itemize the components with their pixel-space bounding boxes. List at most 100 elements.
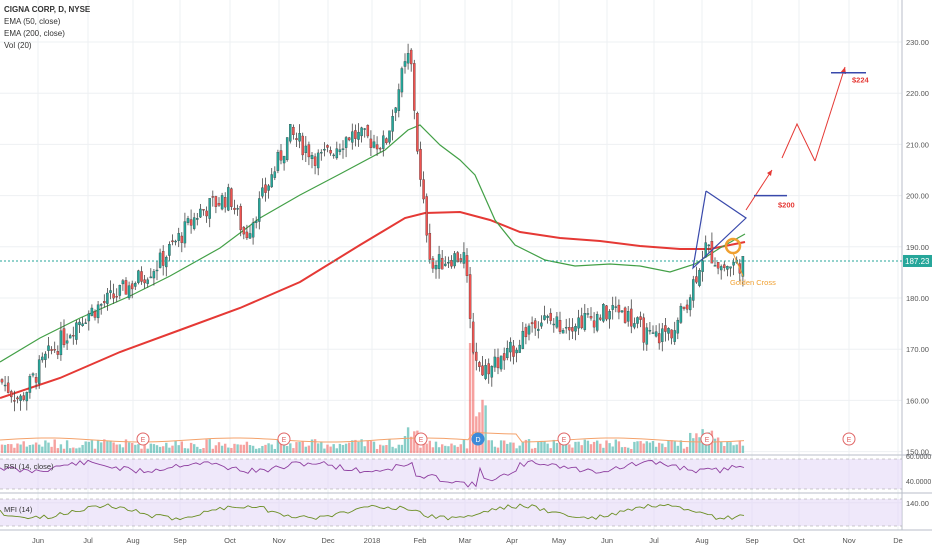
volume-bar-113 — [351, 440, 354, 453]
volume-bar-126 — [391, 446, 394, 453]
volume-bar-48 — [149, 443, 152, 453]
candle-32 — [99, 304, 103, 306]
volume-bar-131 — [406, 427, 410, 453]
candle-61 — [189, 219, 193, 226]
volume-bar-82 — [255, 448, 258, 453]
volume-bar-178 — [552, 439, 555, 453]
volume-bar-205 — [636, 441, 639, 453]
volume-bar-20 — [62, 448, 66, 453]
volume-bar-98 — [304, 446, 307, 453]
volume-bar-44 — [137, 444, 140, 453]
volume-bar-62 — [193, 444, 196, 453]
candle-97 — [301, 135, 304, 156]
volume-bar-121 — [375, 448, 379, 453]
volume-bar-73 — [227, 447, 230, 453]
candle-141 — [437, 254, 441, 269]
axes: 187.23 230.00 220.00 210.00 200.00 190.00 180.… — [0, 38, 932, 545]
candle-154 — [478, 362, 481, 367]
candle-85 — [264, 184, 267, 193]
volume-bar-222 — [689, 432, 692, 453]
volume-bar-232 — [720, 441, 723, 453]
candle-45 — [140, 271, 143, 282]
candle-22 — [68, 335, 72, 339]
volume-bar-208 — [645, 441, 648, 453]
candle-58 — [180, 235, 184, 243]
volume-bar-235 — [729, 442, 732, 453]
month-label-6: Dec — [321, 536, 335, 545]
month-label-15: Sep — [745, 536, 758, 545]
candle-212 — [657, 333, 661, 344]
volume-bar-90 — [279, 440, 283, 453]
candle-198 — [614, 306, 618, 308]
volume-bar-1 — [3, 444, 7, 453]
volume-bar-180 — [558, 439, 562, 453]
volume-bar-53 — [165, 442, 168, 453]
volume-bar-214 — [664, 447, 667, 453]
volume-bar-125 — [388, 439, 391, 453]
volume-bar-224 — [695, 433, 698, 453]
volume-bar-159 — [493, 446, 497, 453]
event-marker-5 — [700, 432, 714, 446]
volume-bar-115 — [357, 441, 360, 453]
legend-vol: Vol (20) — [4, 41, 32, 50]
volume-bar-152 — [472, 343, 475, 453]
volume-bar-4 — [13, 447, 16, 453]
volume-bar-172 — [534, 447, 537, 453]
candle-137 — [425, 196, 428, 236]
volume-bar-137 — [425, 443, 428, 453]
candle-128 — [397, 89, 401, 111]
candle-207 — [642, 317, 645, 343]
candle-233 — [723, 264, 726, 268]
candle-92 — [285, 137, 289, 161]
month-label-3: Sep — [173, 536, 186, 545]
candle-4 — [13, 400, 16, 402]
event-marker-4 — [557, 432, 571, 446]
candle-59 — [183, 221, 187, 244]
price-tick-6: 170.00 — [906, 345, 929, 354]
volume-bar-147 — [456, 446, 459, 453]
volume-bar-85 — [264, 444, 267, 453]
candle-93 — [289, 124, 292, 142]
volume-bar-36 — [112, 442, 115, 453]
volume-bar-45 — [140, 448, 143, 453]
candle-64 — [199, 208, 202, 218]
volume-bar-79 — [245, 441, 249, 453]
candle-169 — [524, 327, 528, 338]
volume-ma-line — [0, 431, 745, 443]
candle-235 — [729, 266, 732, 269]
candle-108 — [335, 148, 339, 159]
volume-bar-116 — [360, 439, 363, 453]
candle-12 — [37, 359, 41, 384]
candle-219 — [679, 305, 683, 323]
volume-bar-188 — [583, 439, 586, 453]
candle-144 — [447, 262, 450, 264]
candle-17 — [53, 349, 56, 351]
volume-bar-182 — [565, 439, 568, 453]
candle-167 — [518, 344, 521, 353]
event-marker-label-4: E — [562, 437, 567, 444]
candle-178 — [552, 323, 556, 326]
candle-110 — [341, 148, 345, 150]
month-label-13: Jul — [649, 536, 659, 545]
candle-180 — [558, 320, 562, 332]
candle-231 — [716, 262, 720, 269]
volume-bar-32 — [100, 442, 103, 453]
volume-bar-146 — [453, 445, 456, 453]
mfi-label: MFI (14) — [4, 505, 33, 514]
volume-bar-106 — [329, 446, 332, 453]
candle-176 — [546, 315, 549, 318]
volume-bar-57 — [177, 445, 180, 453]
volume-bar-21 — [65, 440, 69, 453]
candle-107 — [332, 154, 335, 157]
month-label-18: De — [893, 536, 903, 545]
volume-bar-80 — [248, 445, 252, 453]
volume-bar-105 — [326, 444, 329, 453]
volume-bar-54 — [168, 447, 171, 453]
volume-bar-166 — [515, 448, 518, 453]
candle-102 — [316, 152, 320, 169]
ema200-line-path — [0, 210, 746, 399]
price-tick-3: 200.00 — [906, 192, 929, 201]
candle-226 — [701, 260, 704, 272]
